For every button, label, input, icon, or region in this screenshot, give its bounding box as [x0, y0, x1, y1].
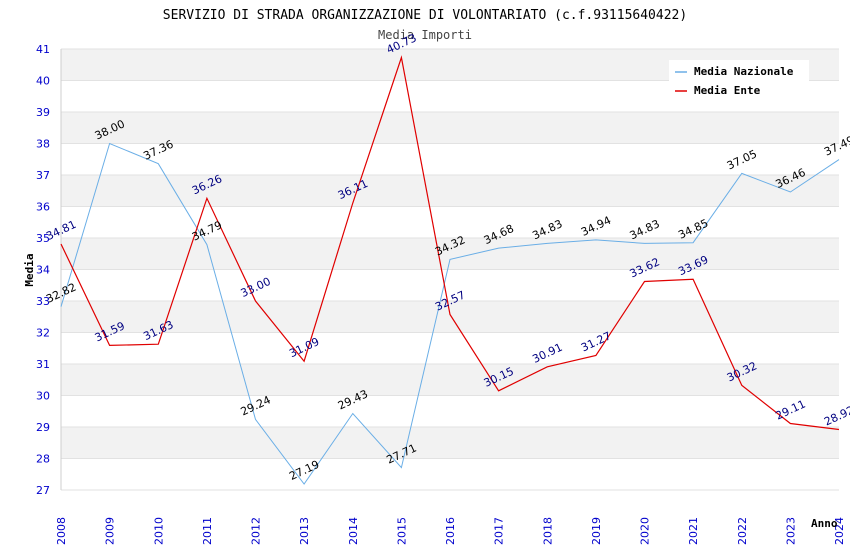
- y-tick-label: 29: [36, 421, 50, 434]
- chart-subtitle: Media Importi: [378, 28, 472, 42]
- grid-band: [61, 364, 839, 396]
- x-tick-label: 2008: [55, 517, 68, 545]
- y-tick-label: 27: [36, 484, 50, 497]
- x-tick-label: 2014: [347, 517, 360, 545]
- grid-band: [61, 143, 839, 175]
- grid-bands: [60, 48, 839, 491]
- y-tick-label: 31: [36, 358, 50, 371]
- series-line-ente: [60, 55, 840, 431]
- grid-band: [61, 112, 839, 144]
- y-tick-label: 37: [36, 169, 50, 182]
- legend-label-ente: Media Ente: [694, 84, 761, 97]
- x-tick-label: 2016: [444, 517, 457, 545]
- y-tick-label: 33: [36, 295, 50, 308]
- y-axis-label: Media: [23, 253, 36, 286]
- chart-title: SERVIZIO DI STRADA ORGANIZZAZIONE DI VOL…: [163, 8, 687, 23]
- x-tick-label: 2023: [784, 517, 797, 545]
- x-tick-label: 2024: [833, 517, 846, 545]
- x-tick-label: 2012: [250, 517, 263, 545]
- x-tick-label: 2022: [736, 517, 749, 545]
- x-tick-label: 2010: [152, 517, 165, 545]
- x-tick-label: 2021: [687, 517, 700, 545]
- y-axis-ticks: 27 28 29 30 31 32 33 34 35 36 37 38 39 40 41: [36, 43, 50, 497]
- legend-label-nazionale: Media Nazionale: [694, 65, 794, 78]
- x-tick-label: 2013: [298, 517, 311, 545]
- legend: Media Nazionale Media Ente: [669, 60, 809, 102]
- x-tick-label: 2015: [395, 517, 408, 545]
- grid-band: [61, 332, 839, 364]
- grid-band: [61, 458, 839, 490]
- y-tick-label: 40: [36, 75, 50, 88]
- x-tick-label: 2009: [104, 517, 117, 545]
- x-tick-label: 2020: [639, 517, 652, 545]
- y-tick-label: 34: [36, 264, 50, 277]
- y-tick-label: 41: [36, 43, 50, 56]
- x-tick-label: 2017: [493, 517, 506, 545]
- x-tick-label: 2011: [201, 517, 214, 545]
- grid-band: [61, 175, 839, 207]
- x-tick-label: 2019: [590, 517, 603, 545]
- grid-band: [61, 238, 839, 270]
- y-tick-label: 38: [36, 138, 50, 151]
- grid-band: [61, 206, 839, 238]
- y-tick-label: 39: [36, 106, 50, 119]
- x-tick-label: 2018: [541, 517, 554, 545]
- grid-band: [61, 395, 839, 427]
- y-tick-label: 35: [36, 232, 50, 245]
- grid-band: [61, 269, 839, 301]
- grid-band: [61, 427, 839, 459]
- y-tick-label: 28: [36, 453, 50, 466]
- y-tick-label: 30: [36, 390, 50, 403]
- series-line-nazionale: [60, 142, 840, 485]
- series-lines: [60, 55, 840, 485]
- grid-band: [61, 301, 839, 333]
- x-axis-label: Anno: [811, 517, 838, 530]
- x-axis-ticks: 2008 2009 2010 2011 2012 2013 2014 2015 2016 2017…: [55, 517, 846, 545]
- legend-box: [669, 60, 809, 102]
- y-tick-label: 36: [36, 201, 50, 214]
- y-tick-label: 32: [36, 327, 50, 340]
